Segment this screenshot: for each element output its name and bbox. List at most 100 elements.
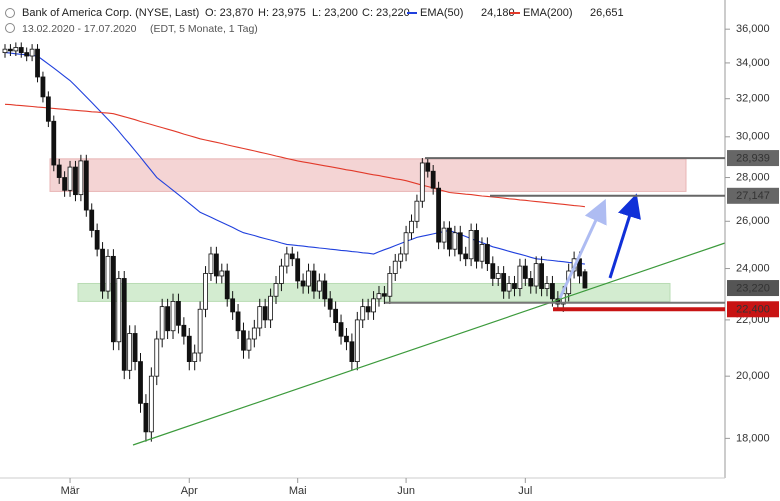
- candle-body: [430, 170, 436, 189]
- candle-body: [539, 263, 544, 289]
- high-label: H: 23,975: [258, 7, 306, 19]
- candle-body: [83, 160, 89, 211]
- candle-body: [127, 333, 133, 371]
- candle-body: [338, 322, 344, 337]
- candle-body: [257, 306, 263, 329]
- candle-body: [387, 273, 393, 297]
- candle-body: [354, 319, 360, 362]
- plot: [2, 42, 588, 442]
- level-label: 27,147: [736, 190, 770, 202]
- level-box: [727, 187, 779, 204]
- candle-body: [457, 232, 463, 255]
- candle-body: [45, 96, 51, 122]
- candle-body: [273, 283, 279, 297]
- candle-body: [349, 341, 355, 362]
- candle-body: [197, 308, 203, 354]
- candle-body: [550, 283, 555, 300]
- level-label: 22,400: [736, 304, 770, 316]
- x-tick-label: Jun: [397, 485, 415, 497]
- candle-body: [544, 283, 550, 289]
- candle-body: [241, 330, 246, 351]
- x-tick-label: Apr: [181, 485, 198, 497]
- candle-body: [100, 248, 105, 292]
- candle-body: [344, 335, 349, 343]
- candle-body: [512, 283, 517, 289]
- clock-icon: [5, 23, 15, 33]
- candle-body: [186, 335, 192, 362]
- candle-body: [436, 187, 442, 243]
- candle-body: [528, 278, 534, 287]
- candle-body: [495, 273, 501, 279]
- date-range: 13.02.2020 - 17.07.2020: [22, 23, 137, 35]
- candle-body: [24, 52, 30, 57]
- candle-body: [203, 273, 208, 310]
- candle-body: [419, 162, 425, 202]
- candle-body: [121, 278, 127, 371]
- legend-label: EMA(200): [523, 7, 573, 19]
- level-box: [727, 150, 779, 167]
- candle-body: [170, 301, 176, 332]
- range-info: (EDT, 5 Monate, 1 Tag): [150, 23, 258, 35]
- candle-body: [8, 48, 13, 52]
- candle-body: [230, 298, 236, 313]
- level-box: [727, 301, 779, 318]
- candle-body: [67, 166, 73, 191]
- level-label: 28,939: [736, 152, 770, 164]
- y-tick-label: 26,000: [736, 215, 770, 227]
- candle-body: [360, 306, 366, 321]
- title: Bank of America Corp. (NYSE, Last): [22, 7, 199, 19]
- candle-body: [224, 270, 230, 300]
- x-tick-label: Mär: [61, 485, 80, 497]
- candle-body: [111, 255, 116, 343]
- candle-body: [403, 232, 409, 255]
- candle-body: [268, 295, 273, 321]
- candle-body: [159, 306, 165, 340]
- level-box: [727, 280, 779, 297]
- candle-body: [452, 232, 458, 250]
- legend-value: 26,651: [590, 7, 624, 19]
- trend-line: [132, 242, 726, 446]
- axis: 18,00020,00022,00024,00026,00028,00030,0…: [61, 23, 779, 497]
- y-tick-label: 36,000: [736, 23, 770, 35]
- y-tick-label: 30,000: [736, 131, 770, 143]
- candle-body: [56, 164, 62, 178]
- candle-body: [479, 244, 485, 262]
- close-label: C: 23,220: [362, 7, 410, 19]
- candle-body: [474, 230, 479, 262]
- candle-body: [316, 280, 322, 292]
- candle-body: [176, 301, 181, 326]
- candle-body: [490, 263, 496, 279]
- candle-body: [582, 271, 588, 289]
- candle-body: [484, 244, 490, 265]
- candle-body: [105, 255, 111, 292]
- candle-body: [522, 265, 528, 279]
- candle-body: [35, 48, 40, 78]
- candle-body: [371, 298, 376, 313]
- candle-body: [51, 120, 57, 166]
- candle-body: [381, 293, 387, 297]
- candle-body: [311, 270, 317, 292]
- candle-body: [468, 230, 474, 260]
- candle-body: [447, 227, 452, 250]
- candle-body: [78, 160, 84, 196]
- candle-body: [441, 227, 447, 243]
- candle-body: [295, 258, 301, 282]
- y-tick-label: 24,000: [736, 262, 770, 274]
- icon: [5, 8, 15, 18]
- candle-body: [73, 166, 78, 196]
- candle-body: [165, 306, 171, 332]
- candle-body: [18, 47, 24, 53]
- candle-body: [192, 352, 198, 362]
- candle-body: [219, 270, 225, 277]
- candle-body: [13, 47, 19, 52]
- candle-body: [517, 265, 523, 289]
- candle-body: [284, 253, 290, 267]
- candle-body: [132, 333, 138, 362]
- candle-body: [62, 177, 68, 191]
- candle-body: [148, 375, 154, 433]
- y-tick-label: 32,000: [736, 93, 770, 105]
- legend-value: 24,180: [481, 7, 515, 19]
- candle-body: [89, 209, 95, 231]
